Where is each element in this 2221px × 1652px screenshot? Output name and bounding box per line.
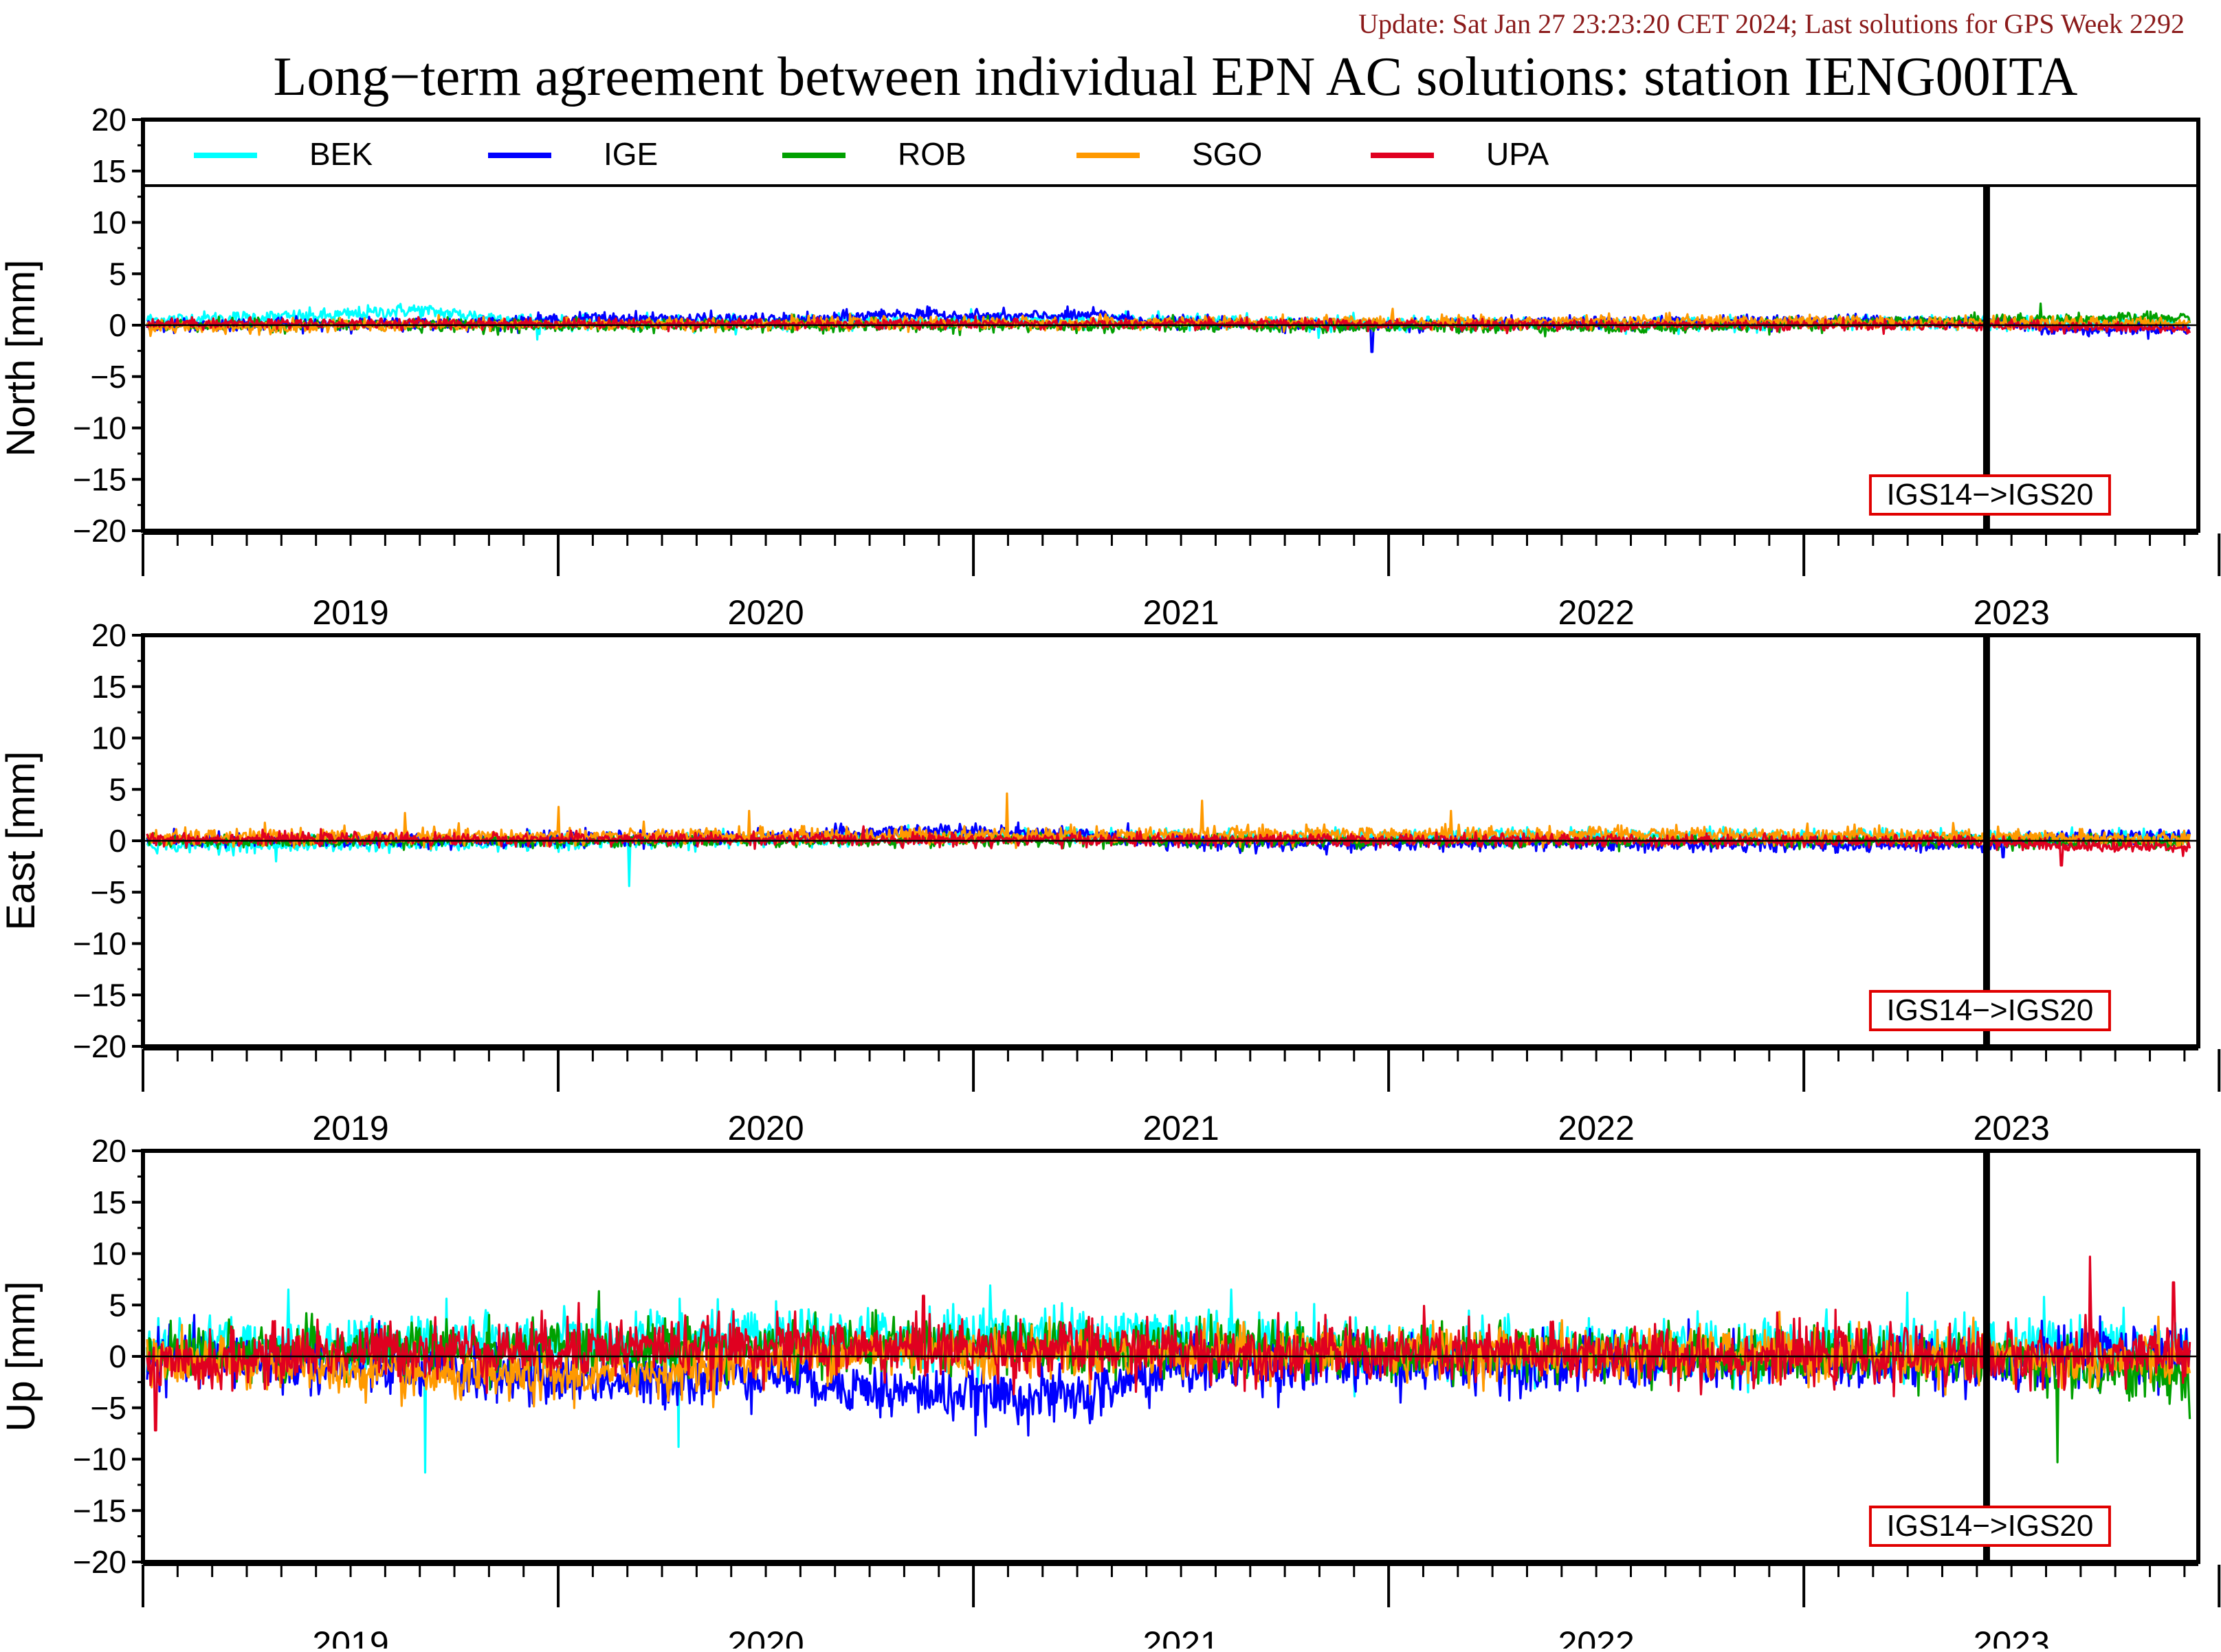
legend: BEK IGE ROB SGO UPA	[194, 136, 1549, 172]
y-tick-label: 15	[91, 669, 126, 705]
y-axis: 20 15 10 5 0 −5 −10 −15 −20	[73, 1133, 143, 1580]
x-tick-label: 2020	[727, 593, 804, 632]
legend-item-upa: UPA	[1371, 136, 1549, 172]
y-tick-label: −20	[73, 513, 126, 549]
y-tick-label: −10	[73, 926, 126, 962]
x-axis: 2019 2020 2021 2022 2023	[142, 532, 2221, 632]
legend-item-sgo: SGO	[1076, 136, 1262, 172]
x-tick-label: 2023	[1974, 1625, 2050, 1649]
y-tick-label: 5	[109, 1287, 126, 1323]
y-tick-label: 10	[91, 1236, 126, 1272]
y-axis-label: East [mm]	[0, 751, 43, 930]
panel-1: IGS14−>IGS20 BEK IGE ROB SGO UPA 20 15 10 5 0 −5 −10…	[0, 102, 2221, 632]
update-text: Update: Sat Jan 27 23:23:20 CET 2024; La…	[1358, 8, 2185, 39]
y-tick-label: 5	[109, 256, 126, 291]
annotation-box	[1868, 990, 2111, 1031]
y-tick-label: 15	[91, 153, 126, 189]
x-tick-label: 2019	[312, 1625, 388, 1649]
x-tick-label: 2023	[1974, 593, 2050, 632]
annotation-label: IGS14−>IGS20	[1887, 1509, 2094, 1543]
panel-data	[146, 792, 2191, 888]
y-tick-label: −5	[91, 1390, 126, 1426]
y-tick-label: −5	[91, 874, 126, 910]
y-tick-label: 0	[109, 1339, 126, 1374]
y-axis-label: Up [mm]	[0, 1281, 43, 1431]
legend-label: UPA	[1486, 136, 1549, 172]
x-tick-label: 2020	[727, 1109, 804, 1147]
legend-label: SGO	[1192, 136, 1262, 172]
frame-change-annotation: IGS14−>IGS20	[1868, 990, 2111, 1031]
series-line-upa	[146, 1255, 2191, 1432]
legend-item-bek: BEK	[194, 136, 373, 172]
annotation-box	[1868, 474, 2111, 516]
y-tick-label: 15	[91, 1185, 126, 1220]
y-tick-label: −15	[73, 977, 126, 1013]
panel-2: IGS14−>IGS20 20 15 10 5 0 −5 −10 −15 −20 East [mm]…	[0, 617, 2221, 1147]
x-tick-label: 2023	[1974, 1109, 2050, 1147]
y-tick-label: 20	[91, 1133, 126, 1169]
y-tick-label: 10	[91, 205, 126, 241]
y-axis: 20 15 10 5 0 −5 −10 −15 −20	[73, 102, 143, 549]
x-axis: 2019 2020 2021 2022 2023	[142, 1563, 2221, 1652]
x-tick-label: 2021	[1142, 1109, 1219, 1147]
y-tick-label: 0	[109, 307, 126, 343]
frame-change-annotation: IGS14−>IGS20	[1868, 474, 2111, 516]
legend-label: BEK	[309, 136, 373, 172]
x-tick-label: 2020	[727, 1625, 804, 1649]
x-axis: 2019 2020 2021 2022 2023	[142, 1048, 2221, 1147]
x-tick-label: 2022	[1558, 1625, 1635, 1649]
legend-label: ROB	[898, 136, 966, 172]
y-axis-label: North [mm]	[0, 260, 43, 457]
x-tick-label: 2022	[1558, 1109, 1635, 1147]
y-tick-label: 20	[91, 102, 126, 137]
y-tick-label: −10	[73, 1442, 126, 1477]
y-tick-label: 20	[91, 617, 126, 653]
x-tick-label: 2019	[312, 593, 388, 632]
y-axis: 20 15 10 5 0 −5 −10 −15 −20	[73, 617, 143, 1064]
legend-label: IGE	[604, 136, 658, 172]
panel-3: IGS14−>IGS20 20 15 10 5 0 −5 −10 −15 −20 Up [mm] 20…	[0, 1133, 2221, 1652]
y-tick-label: 10	[91, 720, 126, 756]
frame-change-annotation: IGS14−>IGS20	[1868, 1506, 2111, 1547]
chart-title: Long−term agreement between individual E…	[274, 47, 2078, 107]
y-tick-label: −20	[73, 1544, 126, 1580]
legend-item-ige: IGE	[488, 136, 658, 172]
x-tick-label: 2019	[312, 1109, 388, 1147]
y-tick-label: −20	[73, 1028, 126, 1064]
y-tick-label: 5	[109, 771, 126, 807]
y-tick-label: 0	[109, 823, 126, 859]
y-tick-label: −5	[91, 359, 126, 395]
y-tick-label: −15	[73, 461, 126, 497]
annotation-label: IGS14−>IGS20	[1887, 478, 2094, 511]
panel-data	[146, 1255, 2191, 1474]
legend-background	[143, 120, 2198, 186]
chart-panels: IGS14−>IGS20 BEK IGE ROB SGO UPA 20 15 10 5 0 −5 −10…	[0, 102, 2221, 1652]
x-tick-label: 2022	[1558, 593, 1635, 632]
y-tick-label: −10	[73, 410, 126, 446]
x-tick-label: 2021	[1142, 1625, 1219, 1649]
legend-item-rob: ROB	[782, 136, 966, 172]
annotation-label: IGS14−>IGS20	[1887, 993, 2094, 1027]
annotation-box	[1868, 1506, 2111, 1547]
y-tick-label: −15	[73, 1493, 126, 1528]
x-tick-label: 2021	[1142, 593, 1219, 632]
panel-data	[146, 302, 2191, 353]
